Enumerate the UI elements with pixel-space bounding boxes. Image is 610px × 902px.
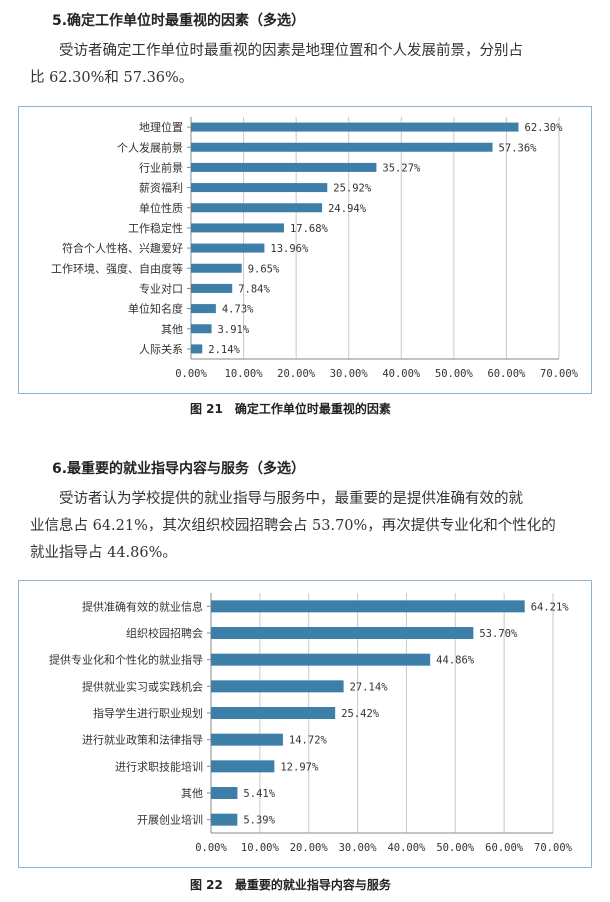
- data-label: 12.97%: [280, 761, 319, 773]
- data-label: 5.39%: [243, 815, 275, 827]
- data-label: 35.27%: [382, 162, 421, 174]
- bar: [191, 263, 242, 273]
- section-6-paragraph-line-1: 受访者认为学校提供的就业指导与服务中，最重要的是提供准确有效的就: [59, 491, 523, 507]
- section-6-heading: 6.最重要的就业指导内容与服务（多选）: [52, 461, 306, 477]
- category-label: 提供专业化和个性化的就业指导: [49, 653, 203, 667]
- x-tick-label: 50.00%: [435, 368, 474, 380]
- bar: [191, 304, 216, 314]
- category-label: 指导学生进行职业规划: [93, 706, 203, 720]
- data-label: 24.94%: [328, 203, 367, 215]
- bar: [191, 344, 203, 354]
- category-label: 行业前景: [139, 160, 183, 174]
- bar: [191, 183, 328, 193]
- x-tick-label: 70.00%: [534, 842, 573, 854]
- x-tick-label: 20.00%: [277, 368, 316, 380]
- section-5-paragraph-line-1: 受访者确定工作单位时最重视的因素是地理位置和个人发展前景，分别占: [59, 43, 523, 59]
- section-6-paragraph-line-3: 就业指导占 44.86%。: [30, 545, 177, 561]
- chart-factors: 0.00% 10.00% 20.00% 30.00% 40.00% 50.00% 60.00…: [51, 117, 579, 380]
- category-label: 符合个人性格、兴趣爱好: [62, 241, 183, 255]
- category-label: 进行求职技能培训: [115, 759, 203, 773]
- bar: [191, 203, 323, 213]
- x-tick-label: 30.00%: [330, 368, 369, 380]
- x-tick-label: 40.00%: [382, 368, 421, 380]
- x-tick-label: 60.00%: [485, 842, 524, 854]
- data-label: 3.91%: [218, 324, 250, 336]
- data-label: 9.65%: [248, 263, 280, 275]
- bar: [211, 680, 344, 693]
- data-label: 25.42%: [341, 708, 380, 720]
- category-label: 人际关系: [139, 342, 183, 356]
- bar: [211, 813, 238, 826]
- data-label: 64.21%: [531, 601, 570, 613]
- category-label: 开展创业培训: [137, 813, 203, 827]
- data-label: 44.86%: [436, 655, 475, 667]
- data-label: 25.92%: [333, 183, 372, 195]
- x-tick-label: 0.00%: [175, 368, 207, 380]
- category-label: 专业对口: [139, 281, 183, 295]
- data-label: 4.73%: [222, 304, 254, 316]
- data-label: 62.30%: [525, 122, 564, 134]
- chart-factors-caption: 图 21 确定工作单位时最重视的因素: [190, 402, 391, 416]
- bar: [191, 122, 519, 132]
- category-label: 地理位置: [139, 120, 183, 134]
- x-tick-label: 70.00%: [540, 368, 579, 380]
- bar: [191, 223, 284, 233]
- section-5-heading: 5.确定工作单位时最重视的因素（多选）: [52, 13, 306, 29]
- data-label: 5.41%: [243, 788, 275, 800]
- category-label: 提供准确有效的就业信息: [82, 599, 203, 613]
- category-label: 工作稳定性: [128, 221, 183, 235]
- x-tick-label: 10.00%: [225, 368, 264, 380]
- category-label: 提供就业实习或实践机会: [82, 679, 203, 693]
- x-tick-label: 40.00%: [387, 842, 426, 854]
- bar: [211, 787, 238, 799]
- category-label: 其他: [161, 323, 183, 336]
- category-label: 工作环境、强度、自由度等: [51, 261, 183, 275]
- bar: [191, 283, 233, 293]
- category-label: 个人发展前景: [117, 140, 183, 154]
- category-label: 其他: [181, 787, 203, 800]
- bar: [211, 653, 431, 666]
- bar: [191, 142, 493, 152]
- data-label: 2.14%: [208, 344, 240, 356]
- data-label: 13.96%: [270, 243, 309, 255]
- section-6-paragraph-line-2: 业信息占 64.21%，其次组织校园招聘会占 53.70%，再次提供专业化和个性…: [30, 518, 556, 534]
- data-label: 7.84%: [238, 283, 270, 295]
- data-label: 17.68%: [290, 223, 329, 235]
- category-label: 薪资福利: [139, 181, 183, 195]
- x-tick-label: 50.00%: [436, 842, 475, 854]
- bar: [211, 760, 275, 773]
- section-6-paragraph: 受访者认为学校提供的就业指导与服务中，最重要的是提供准确有效的就 业信息占 64…: [30, 486, 590, 567]
- data-label: 14.72%: [289, 735, 328, 747]
- data-label: 57.36%: [499, 142, 538, 154]
- chart-guidance-box: 0.00% 10.00% 20.00% 30.00% 40.00% 50.00% 60.00…: [18, 580, 592, 868]
- bar: [191, 324, 212, 334]
- x-tick-label: 60.00%: [487, 368, 526, 380]
- data-label: 53.70%: [479, 628, 518, 640]
- bar: [211, 733, 283, 746]
- section-5-paragraph-line-2: 比 62.30%和 57.36%。: [30, 70, 194, 86]
- chart-guidance: 0.00% 10.00% 20.00% 30.00% 40.00% 50.00% 60.00…: [49, 593, 573, 854]
- data-label: 27.14%: [350, 681, 389, 693]
- bar: [211, 707, 336, 719]
- x-tick-label: 0.00%: [195, 842, 227, 854]
- bar: [211, 627, 474, 639]
- x-tick-label: 20.00%: [290, 842, 329, 854]
- bar: [191, 162, 377, 172]
- bar: [211, 600, 525, 613]
- category-label: 单位知名度: [128, 302, 183, 316]
- category-label: 进行就业政策和法律指导: [82, 733, 203, 747]
- x-tick-label: 30.00%: [339, 842, 378, 854]
- bar: [191, 243, 265, 253]
- section-5-paragraph: 受访者确定工作单位时最重视的因素是地理位置和个人发展前景，分别占 比 62.30…: [30, 38, 590, 92]
- chart-factors-box: 0.00% 10.00% 20.00% 30.00% 40.00% 50.00% 60.00…: [18, 106, 592, 394]
- x-tick-label: 10.00%: [241, 842, 280, 854]
- chart-guidance-caption: 图 22 最重要的就业指导内容与服务: [190, 878, 391, 892]
- category-label: 单位性质: [139, 201, 183, 215]
- category-label: 组织校园招聘会: [126, 626, 203, 640]
